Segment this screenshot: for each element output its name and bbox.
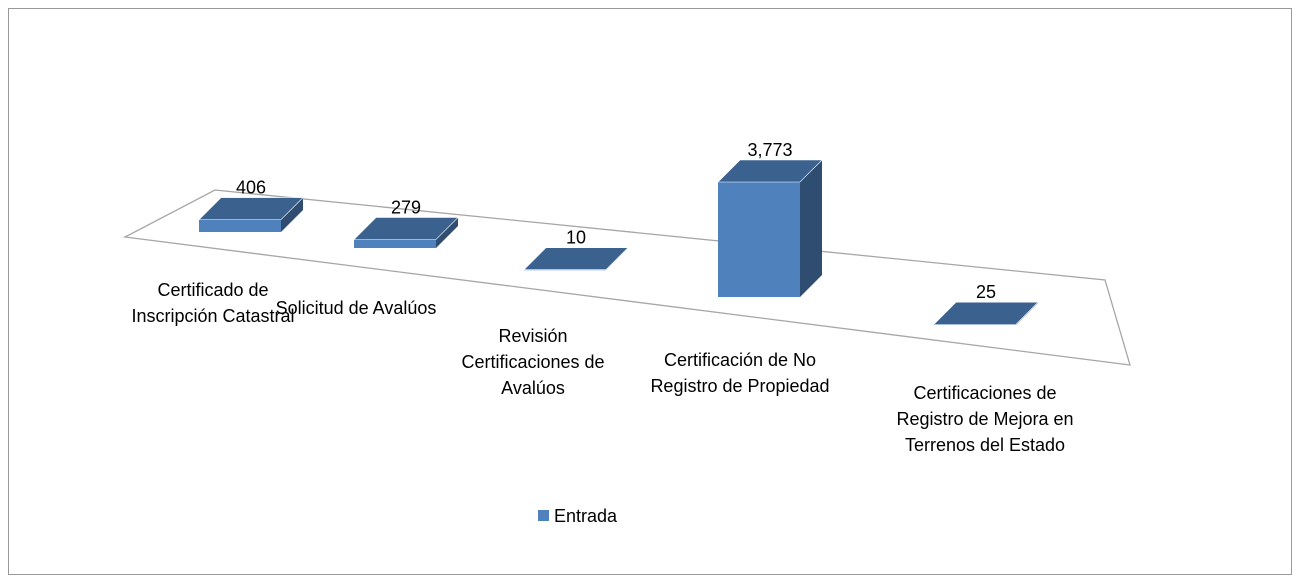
bar-top (717, 159, 823, 183)
bar (523, 247, 629, 271)
bar-top (523, 247, 629, 270)
bar-front (354, 239, 436, 248)
bar-top (933, 301, 1039, 325)
value-label: 406 (236, 178, 266, 198)
legend-label: Entrada (554, 506, 618, 526)
value-label: 25 (976, 282, 996, 302)
bar (353, 217, 459, 248)
legend-swatch (538, 510, 549, 521)
bar-front (718, 182, 800, 297)
bar-top (353, 217, 459, 240)
x-tick-label: Revisión Certificaciones de Avalúos (461, 326, 605, 398)
bar-side (800, 160, 822, 297)
floor (122, 189, 1131, 366)
value-label: 10 (566, 228, 586, 248)
chart-border (8, 8, 1292, 575)
value-label: 279 (391, 197, 421, 217)
bar (933, 301, 1039, 325)
bar (717, 159, 823, 297)
x-tick-label: Solicitud de Avalúos (275, 298, 437, 318)
x-tick-label: Certificación de No Registro de Propieda… (650, 350, 830, 396)
bar-front (934, 324, 1016, 325)
x-tick-label: Certificaciones de Registro de Mejora en… (896, 383, 1074, 455)
bar-front (199, 219, 281, 232)
bar (198, 197, 304, 232)
bar-side (281, 197, 303, 232)
bar-side (436, 217, 458, 248)
bar-top (198, 197, 304, 220)
value-label: 3,773 (747, 140, 792, 160)
x-tick-label: Certificado de Inscripción Catastral (131, 280, 295, 326)
